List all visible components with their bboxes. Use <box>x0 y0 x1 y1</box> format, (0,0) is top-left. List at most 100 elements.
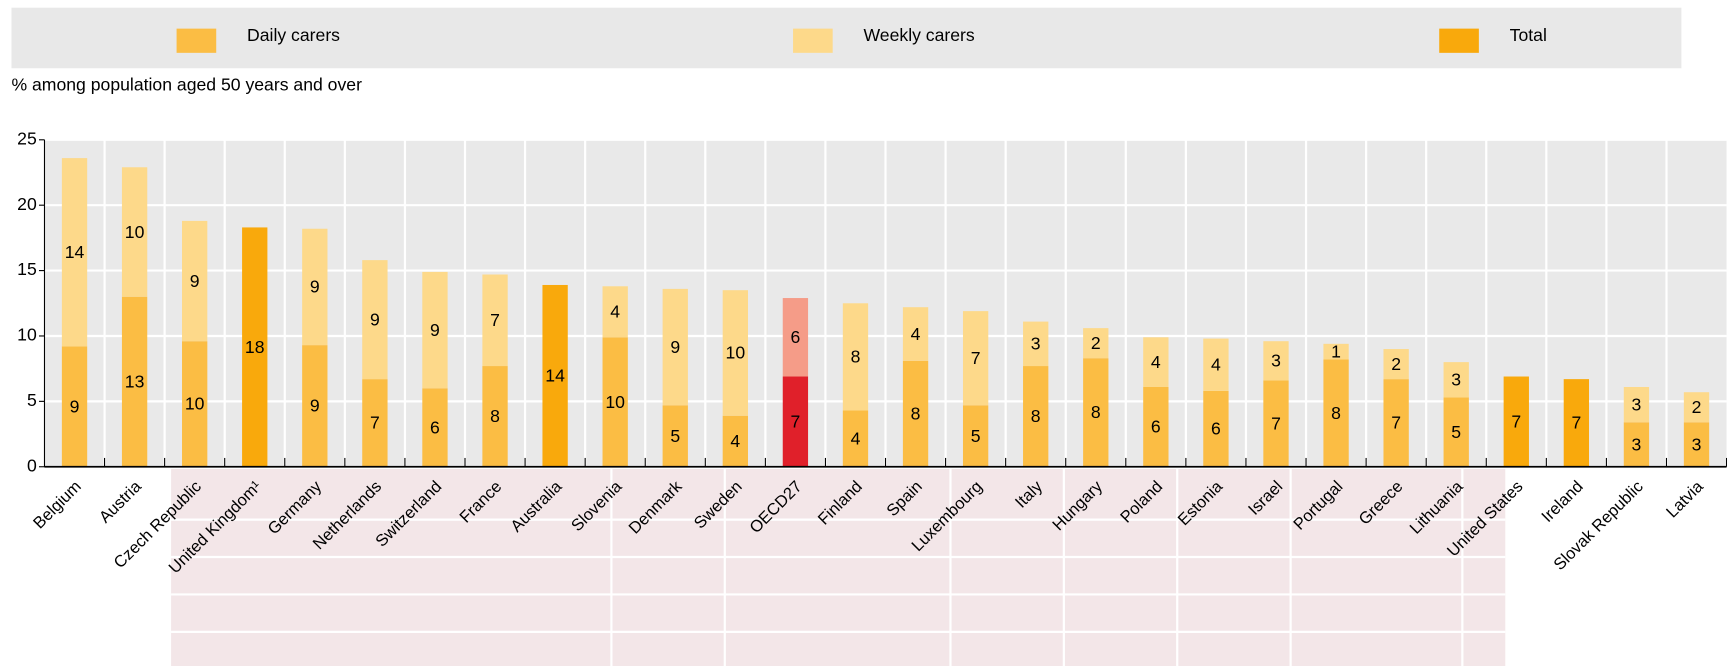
bar-segment <box>182 220 208 342</box>
data-label: 8 <box>1331 403 1341 423</box>
data-label: 2 <box>1091 333 1101 353</box>
data-label: 4 <box>911 324 921 344</box>
bar-segment <box>782 376 809 467</box>
bar-segment <box>482 274 508 367</box>
data-label: 4 <box>1211 355 1221 375</box>
bar-segment <box>1023 366 1049 467</box>
data-label: 18 <box>245 337 265 357</box>
data-label: 2 <box>1692 397 1702 417</box>
data-label: 7 <box>1571 413 1581 433</box>
bar-segment <box>121 167 148 297</box>
bar-segment <box>422 271 448 389</box>
data-label: 9 <box>310 396 320 416</box>
bar-segment <box>302 345 328 467</box>
bar-segment <box>1203 338 1229 391</box>
data-label: 9 <box>310 277 320 297</box>
data-label: 8 <box>490 406 500 426</box>
bar-segment <box>662 405 688 467</box>
bar-segment <box>1083 328 1109 359</box>
bar-segment <box>362 379 388 467</box>
legend-label: Total <box>1510 25 1547 45</box>
data-label: 7 <box>791 411 801 431</box>
bar-segment <box>602 337 628 467</box>
data-label: 13 <box>125 372 145 392</box>
data-label: 7 <box>490 310 500 330</box>
bar-segment <box>242 227 268 467</box>
bar-segment <box>1143 337 1169 387</box>
legend-label: Weekly carers <box>864 25 975 45</box>
data-label: 9 <box>670 337 680 357</box>
data-label: 6 <box>1151 417 1161 437</box>
y-tick-label: 20 <box>17 194 37 214</box>
legend-swatch <box>1439 28 1479 53</box>
data-label: 9 <box>430 320 440 340</box>
bar-segment <box>61 158 88 347</box>
data-label: 6 <box>1211 419 1221 439</box>
data-label: 7 <box>370 413 380 433</box>
bar-segment <box>1683 422 1710 467</box>
bar-segment <box>1443 397 1469 467</box>
data-label: 3 <box>1692 434 1702 454</box>
bar-segment <box>1623 422 1650 467</box>
bar-segment <box>422 388 448 467</box>
y-tick-label: 10 <box>17 325 37 345</box>
legend-background <box>11 7 1682 69</box>
y-tick-label: 5 <box>27 390 37 410</box>
bar-segment <box>902 307 929 361</box>
legend-swatch <box>793 28 833 53</box>
data-label: 4 <box>610 302 620 322</box>
data-label: 4 <box>1151 352 1161 372</box>
label-band <box>171 468 1506 666</box>
bar-segment <box>962 311 989 406</box>
bar-segment <box>722 290 748 416</box>
legend-label: Daily carers <box>247 25 340 45</box>
data-label: 14 <box>65 242 85 262</box>
data-label: 8 <box>1031 406 1041 426</box>
bar-segment <box>842 303 869 411</box>
data-label: 3 <box>1632 434 1642 454</box>
data-label: 9 <box>70 396 80 416</box>
data-label: 10 <box>185 394 205 414</box>
bar-segment <box>962 405 989 467</box>
data-label: 14 <box>545 366 565 386</box>
bar-segment <box>1683 392 1710 423</box>
data-label: 10 <box>605 392 625 412</box>
bar-segment <box>1503 376 1529 467</box>
data-label: 10 <box>125 222 145 242</box>
data-label: 3 <box>1451 370 1461 390</box>
bar-segment <box>1323 359 1349 467</box>
data-label: 10 <box>726 343 746 363</box>
bar-segment <box>1143 386 1169 467</box>
data-label: 2 <box>1391 354 1401 374</box>
data-label: 4 <box>851 428 861 448</box>
data-label: 9 <box>190 271 200 291</box>
data-label: 8 <box>911 404 921 424</box>
data-label: 7 <box>971 348 981 368</box>
bar-segment <box>1383 379 1409 467</box>
y-tick-label: 0 <box>27 455 37 475</box>
subtitle: % among population aged 50 years and ove… <box>11 75 362 95</box>
bar-segment <box>1203 390 1229 467</box>
bar-segment <box>1083 358 1109 467</box>
bar-segment <box>782 298 809 377</box>
bar-segment <box>602 286 628 338</box>
bar-segment <box>302 228 328 346</box>
data-label: 5 <box>1451 422 1461 442</box>
legend-swatch <box>176 28 217 53</box>
bar-segment <box>1383 349 1409 380</box>
bar-segment <box>1623 386 1650 423</box>
bar-segment <box>362 260 388 380</box>
bar-segment <box>1323 343 1349 360</box>
data-label: 9 <box>370 309 380 329</box>
data-label: 6 <box>430 417 440 437</box>
bar-segment <box>662 288 688 406</box>
data-label: 5 <box>971 426 981 446</box>
data-label: 4 <box>730 431 740 451</box>
x-tick-label: Ireland <box>1538 478 1586 526</box>
bar-segment <box>722 415 748 467</box>
x-tick-label: Latvia <box>1663 477 1707 521</box>
x-tick-label: Austria <box>96 477 146 527</box>
bar-segment <box>1263 380 1289 467</box>
data-label: 8 <box>1091 402 1101 422</box>
y-tick-label: 15 <box>17 259 37 279</box>
